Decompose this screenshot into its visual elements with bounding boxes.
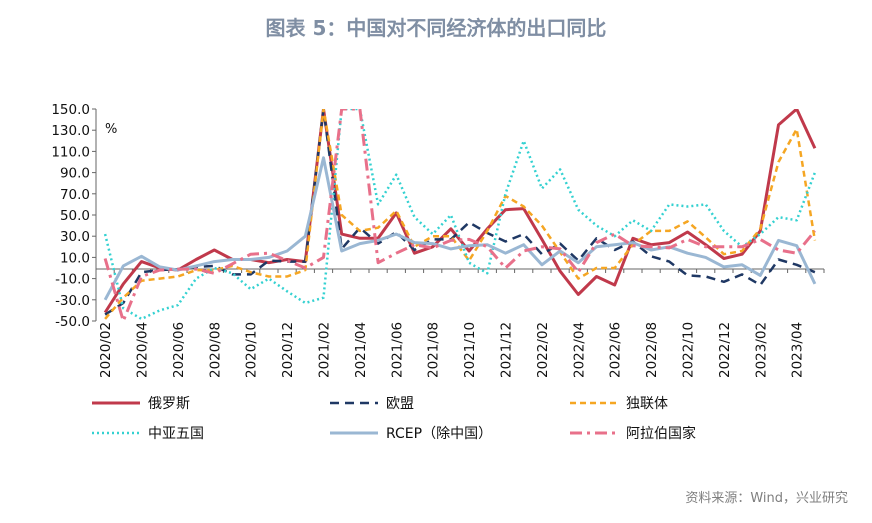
legend-item-4: 中亚五国 xyxy=(92,426,204,442)
legend-item-6: 阿拉伯国家 xyxy=(570,425,696,442)
chart-title: 图表 5：中国对不同经济体的出口同比 xyxy=(266,16,607,40)
series-line-5 xyxy=(103,156,817,301)
x-tick-label: 2022/04 xyxy=(571,322,587,378)
series-line-1 xyxy=(103,109,817,314)
x-tick-label: 2022/08 xyxy=(644,322,660,378)
x-tick-label: 2020/02 xyxy=(98,322,114,378)
y-tick-label: 50.0 xyxy=(60,208,90,224)
legend-item-5: RCEP（除中国） xyxy=(330,426,492,442)
x-tick-label: 2021/06 xyxy=(389,322,405,378)
x-tick-label: 2021/04 xyxy=(353,322,369,378)
y-tick-label: 90.0 xyxy=(60,166,90,182)
series-lines xyxy=(103,109,817,321)
legend-label: 独联体 xyxy=(626,396,668,412)
x-tick-label: 2020/08 xyxy=(207,322,223,378)
series-line-2 xyxy=(104,109,816,316)
y-tick-label: 70.0 xyxy=(60,187,90,203)
x-tick-label: 2020/12 xyxy=(280,322,296,378)
x-tick-label: 2023/02 xyxy=(753,322,769,378)
x-tick-label: 2021/10 xyxy=(462,322,478,378)
x-tick-label: 2020/10 xyxy=(244,322,260,378)
x-tick-label: 2022/02 xyxy=(535,322,551,378)
legend-item-3: 独联体 xyxy=(570,396,668,412)
x-tick-label: 2021/12 xyxy=(499,322,515,378)
legend-label: 欧盟 xyxy=(386,396,414,412)
y-tick-label: 110.0 xyxy=(51,144,90,160)
x-tick-label: 2022/10 xyxy=(681,322,697,378)
y-axis: 150.0 130.0 110.0 90.0 70.0 50.0 30.0 10.0 -10.0… xyxy=(51,102,97,330)
x-tick-label: 2020/04 xyxy=(135,322,151,378)
x-tick-label: 2020/06 xyxy=(171,322,187,378)
series-line-4 xyxy=(103,109,817,321)
legend-label: RCEP（除中国） xyxy=(386,426,492,442)
x-tick-label: 2022/06 xyxy=(608,322,624,378)
series-line-3 xyxy=(104,109,817,320)
y-tick-label: 10.0 xyxy=(60,250,90,266)
y-tick-label: -10.0 xyxy=(55,272,90,288)
y-tick-label: 130.0 xyxy=(51,123,90,139)
legend-label: 阿拉伯国家 xyxy=(626,425,696,442)
x-tick-label: 2022/12 xyxy=(717,322,733,378)
source-note: 资料来源：Wind，兴业研究 xyxy=(685,491,848,506)
x-tick-label: 2023/04 xyxy=(790,322,806,378)
y-tick-label: 30.0 xyxy=(60,229,90,245)
y-tick-label: -50.0 xyxy=(55,314,90,330)
plot-area: 150.0 130.0 110.0 90.0 70.0 50.0 30.0 10.0 -10.0… xyxy=(51,102,825,378)
series-line-6 xyxy=(103,109,817,321)
legend-label: 中亚五国 xyxy=(148,426,204,442)
y-unit-label: % xyxy=(105,122,117,137)
legend-label: 俄罗斯 xyxy=(148,396,190,412)
y-tick-label: -30.0 xyxy=(55,293,90,309)
legend-item-2: 欧盟 xyxy=(330,396,414,412)
x-tick-label: 2021/02 xyxy=(317,322,333,378)
x-tick-label: 2021/08 xyxy=(426,322,442,378)
y-tick-label: 150.0 xyxy=(51,102,90,118)
legend-item-1: 俄罗斯 xyxy=(92,396,190,412)
x-axis: 2020/02 2020/04 2020/06 2020/08 2020/10 2020/… xyxy=(95,268,825,378)
